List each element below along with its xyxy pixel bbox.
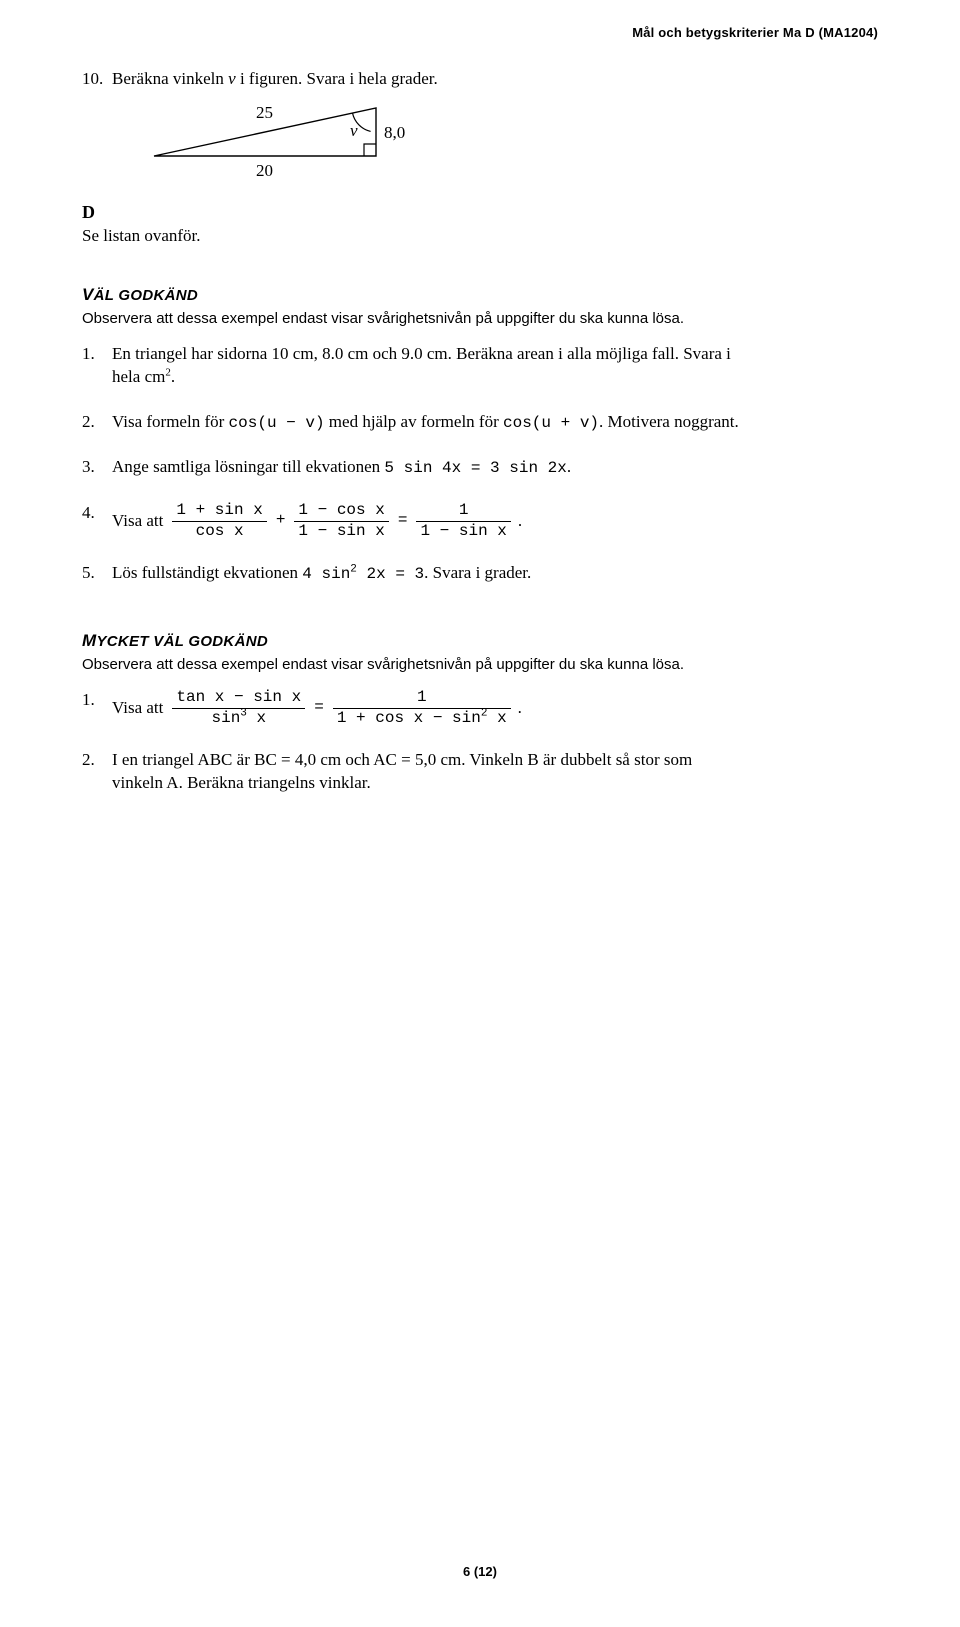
vg-q4-post: .	[518, 510, 522, 533]
page: Mål och betygskriterier Ma D (MA1204) 10…	[0, 0, 960, 1627]
mvg-q1-lead: Visa att	[112, 697, 163, 720]
vg-q4-lead: Visa att	[112, 510, 163, 533]
frac-den: 1 − sin x	[294, 521, 388, 541]
vg-q2-mid: med hjälp av formeln för	[325, 412, 503, 431]
mvg-q1-frac2: 1 1 + cos x − sin2 x	[333, 689, 511, 727]
q10-post: i figuren. Svara i hela grader.	[236, 69, 438, 88]
question-text: En triangel har sidorna 10 cm, 8.0 cm oc…	[112, 343, 878, 389]
vg-q1-l2a: hela cm	[112, 367, 165, 386]
q10-v: v	[228, 69, 236, 88]
vg-head-rest: ÄL GODKÄND	[94, 287, 198, 304]
question-number: 1.	[82, 689, 112, 727]
f1d-a: sin	[211, 709, 240, 727]
page-footer: 6 (12)	[0, 1563, 960, 1581]
vg-q3: 3. Ange samtliga lösningar till ekvation…	[82, 456, 878, 480]
mvg-q1-frac1: tan x − sin x sin3 x	[172, 689, 305, 727]
d-heading: D	[82, 200, 878, 224]
vg-q4-frac1: 1 + sin x cos x	[172, 502, 266, 540]
question-number: 5.	[82, 562, 112, 586]
vg-q4-frac2: 1 − cos x 1 − sin x	[294, 502, 388, 540]
frac-num: tan x − sin x	[172, 689, 305, 708]
question-text: I en triangel ABC är BC = 4,0 cm och AC …	[112, 749, 878, 795]
f2d-a: 1 + cos x − sin	[337, 709, 481, 727]
mvg-q1-post: .	[518, 697, 522, 720]
vg-q3-pre: Ange samtliga lösningar till ekvationen	[112, 457, 384, 476]
vg-q2: 2. Visa formeln för cos(u − v) med hjälp…	[82, 411, 878, 435]
question-text: Visa formeln för cos(u − v) med hjälp av…	[112, 411, 878, 435]
running-head: Mål och betygskriterier Ma D (MA1204)	[82, 24, 878, 42]
label-v: v	[350, 121, 358, 140]
label-base: 20	[256, 161, 273, 180]
vg-q4: 4. Visa att 1 + sin x cos x + 1 − cos x …	[82, 502, 878, 540]
vg-q5-pre: Lös fullständigt ekvationen	[112, 563, 302, 582]
mvg-q1-eq: Visa att tan x − sin x sin3 x = 1 1 + co…	[112, 689, 878, 727]
f1d-b: x	[247, 709, 266, 727]
question-text: Visa att 1 + sin x cos x + 1 − cos x 1 −…	[112, 502, 878, 540]
f1d-sup: 3	[240, 707, 247, 719]
label-hypotenuse: 25	[256, 103, 273, 122]
label-opposite: 8,0	[384, 123, 405, 142]
vg-q2-post: . Motivera noggrant.	[599, 412, 739, 431]
vg-q5: 5. Lös fullständigt ekvationen 4 sin2 2x…	[82, 562, 878, 586]
triangle-figure: 25 20 8,0 v	[146, 96, 436, 188]
frac-den: cos x	[172, 521, 266, 541]
vg-q1-l2c: .	[171, 367, 175, 386]
question-number: 1.	[82, 343, 112, 389]
vg-q3-post: .	[567, 457, 571, 476]
vg-q5-post: . Svara i grader.	[424, 563, 531, 582]
question-10: 10. Beräkna vinkeln v i figuren. Svara i…	[82, 68, 878, 91]
vg-q5-eqb: 2x = 3	[357, 565, 424, 583]
q10-pre: Beräkna vinkeln	[112, 69, 228, 88]
vg-q4-eq: Visa att 1 + sin x cos x + 1 − cos x 1 −…	[112, 502, 878, 540]
question-number: 3.	[82, 456, 112, 480]
mvg-q1: 1. Visa att tan x − sin x sin3 x = 1 1 +…	[82, 689, 878, 727]
mvg-subtext: Observera att dessa exempel endast visar…	[82, 655, 878, 675]
f2d-b: x	[487, 709, 506, 727]
frac-den: sin3 x	[172, 708, 305, 728]
mvg-q2: 2. I en triangel ABC är BC = 4,0 cm och …	[82, 749, 878, 795]
vg-q2-e2: cos(u + v)	[503, 414, 599, 432]
vg-q3-eq: 5 sin 4x = 3 sin 2x	[384, 459, 566, 477]
frac-den: 1 − sin x	[416, 521, 510, 541]
question-text: Lös fullständigt ekvationen 4 sin2 2x = …	[112, 562, 878, 586]
frac-num: 1	[416, 502, 510, 521]
vg-head-first: V	[82, 285, 94, 304]
question-number: 2.	[82, 749, 112, 795]
right-angle-tick	[364, 144, 376, 156]
question-number: 2.	[82, 411, 112, 435]
mvg-q2-l1: I en triangel ABC är BC = 4,0 cm och AC …	[112, 750, 692, 769]
question-number: 4.	[82, 502, 112, 540]
vg-heading: VÄL GODKÄND	[82, 284, 878, 307]
vg-q2-e1: cos(u − v)	[229, 414, 325, 432]
vg-q2-pre: Visa formeln för	[112, 412, 229, 431]
question-text: Ange samtliga lösningar till ekvationen …	[112, 456, 878, 480]
frac-num: 1 + sin x	[172, 502, 266, 521]
triangle-svg: 25 20 8,0 v	[146, 96, 436, 188]
d-text: Se listan ovanför.	[82, 225, 878, 248]
vg-subtext: Observera att dessa exempel endast visar…	[82, 309, 878, 329]
equals-op: =	[396, 510, 410, 532]
question-text: Visa att tan x − sin x sin3 x = 1 1 + co…	[112, 689, 878, 727]
vg-q5-eqsup: 2	[350, 564, 357, 576]
question-number: 10.	[82, 68, 112, 91]
mvg-head-rest: YCKET VÄL GODKÄND	[96, 633, 268, 650]
mvg-heading: MYCKET VÄL GODKÄND	[82, 630, 878, 653]
vg-q1: 1. En triangel har sidorna 10 cm, 8.0 cm…	[82, 343, 878, 389]
vg-q5-eqa: 4 sin	[302, 565, 350, 583]
mvg-head-first: M	[82, 631, 96, 650]
plus-op: +	[274, 510, 288, 532]
vg-q5-eq: 4 sin2 2x = 3	[302, 565, 424, 583]
frac-num: 1 − cos x	[294, 502, 388, 521]
frac-den: 1 + cos x − sin2 x	[333, 708, 511, 728]
vg-q1-l1: En triangel har sidorna 10 cm, 8.0 cm oc…	[112, 344, 731, 363]
mvg-q2-l2: vinkeln A. Beräkna triangelns vinklar.	[112, 773, 371, 792]
question-text: Beräkna vinkeln v i figuren. Svara i hel…	[112, 68, 878, 91]
vg-q4-frac3: 1 1 − sin x	[416, 502, 510, 540]
frac-num: 1	[333, 689, 511, 708]
equals-op: =	[312, 697, 326, 719]
